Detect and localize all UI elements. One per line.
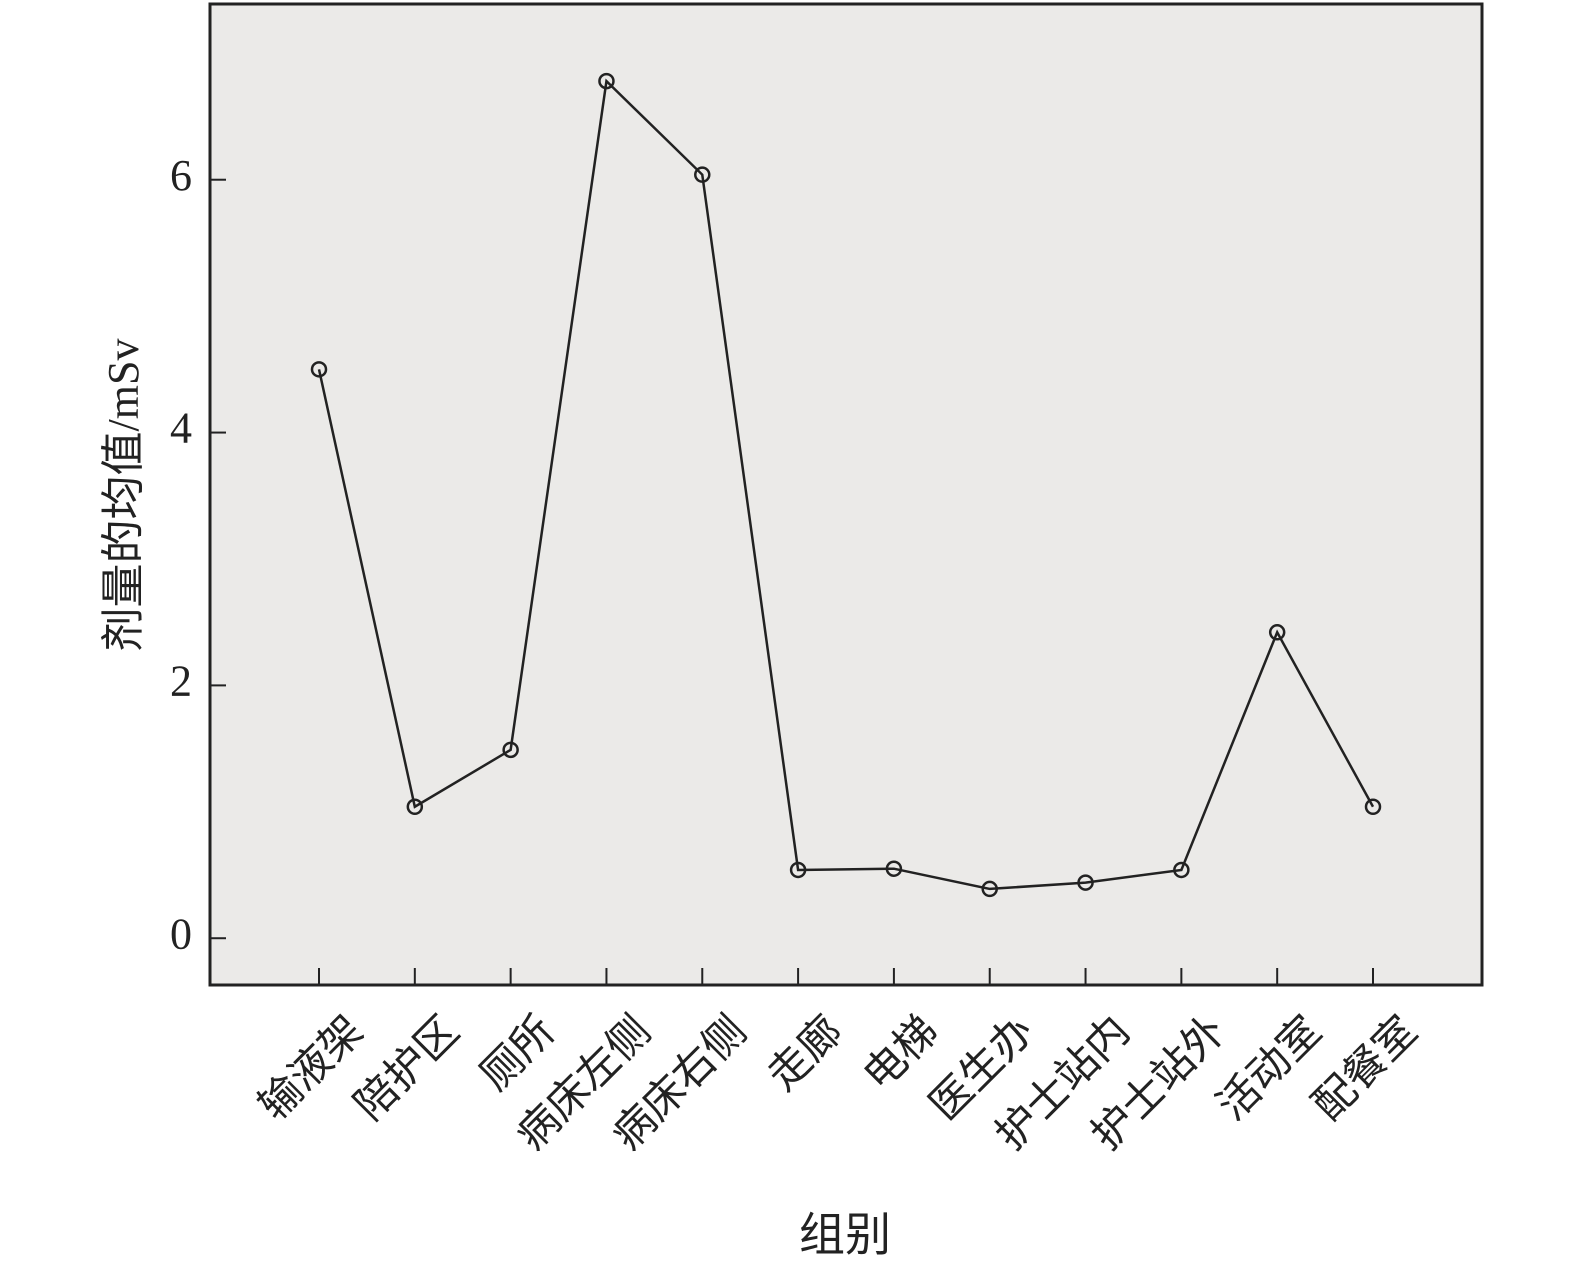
data-point (1173, 861, 1190, 879)
data-point (1268, 624, 1286, 641)
x-tick-label: 配餐室 (1304, 1007, 1426, 1129)
data-point (1364, 798, 1382, 816)
x-tick-label: 活动室 (1208, 1007, 1330, 1129)
data-point (502, 741, 519, 759)
y-tick-label: 6 (170, 151, 192, 200)
data-point (885, 860, 903, 877)
data-point (310, 361, 328, 378)
x-axis-label: 组别 (799, 1210, 891, 1261)
plot-area (208, 2, 1484, 987)
y-tick-label: 0 (170, 909, 192, 958)
y-tick-label: 2 (170, 656, 192, 705)
data-point (598, 72, 615, 90)
data-line (317, 78, 1375, 891)
y-tick-label: 4 (170, 404, 192, 453)
data-point (406, 798, 424, 816)
y-axis-label: 剂量的均值/mSv (99, 339, 148, 652)
data-point (1077, 874, 1094, 891)
data-point (981, 880, 998, 898)
x-tick-label: 输液架 (251, 1008, 373, 1130)
data-point (694, 166, 711, 183)
x-tick-label: 走廊 (760, 1008, 852, 1100)
x-tick-label: 陪护区 (346, 1007, 468, 1129)
data-point (789, 861, 807, 879)
